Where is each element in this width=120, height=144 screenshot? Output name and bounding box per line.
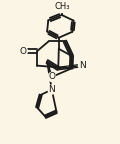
Text: N: N [48,85,55,94]
Text: N: N [79,61,86,70]
Text: O: O [20,47,27,56]
Circle shape [48,85,56,94]
Circle shape [57,1,66,12]
Circle shape [78,61,86,70]
Text: CH₃: CH₃ [54,2,69,11]
Circle shape [19,46,27,56]
Circle shape [48,72,56,82]
Text: O: O [48,72,55,82]
